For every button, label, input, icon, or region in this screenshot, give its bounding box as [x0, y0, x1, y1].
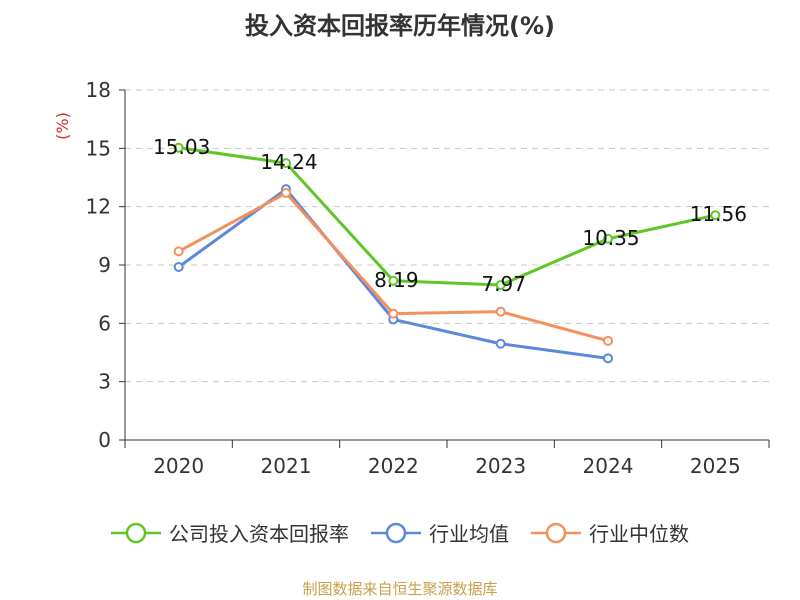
- series-2-point-2024[interactable]: [603, 335, 613, 346]
- grid-lines: [125, 89, 769, 383]
- legend-marker-industry-mean: [371, 522, 421, 543]
- series-2-point-2023[interactable]: [495, 306, 506, 317]
- y-tick-label-15: 15: [86, 136, 111, 160]
- legend-marker-company: [111, 522, 161, 543]
- series-1-point-2020[interactable]: [173, 261, 184, 272]
- legend-item-company[interactable]: 公司投入资本回报率: [111, 518, 349, 547]
- series-line-0: [178, 146, 716, 287]
- data-label-2024: 10.35: [582, 226, 639, 250]
- y-tick-label-9: 9: [98, 253, 111, 277]
- legend-label-company: 公司投入资本回报率: [169, 522, 349, 546]
- x-tick-label-2021: 2021: [261, 454, 312, 478]
- y-tick-label-0: 0: [98, 428, 111, 452]
- x-tick-label-2023: 2023: [475, 454, 526, 478]
- y-tick-label-18: 18: [86, 78, 111, 102]
- legend-label-industry-mean: 行业均值: [429, 522, 509, 546]
- series-1-point-2024[interactable]: [603, 353, 613, 364]
- series-0-point-2021[interactable]: [281, 158, 291, 169]
- legend-marker-industry-median: [531, 522, 581, 543]
- y-tick-label-6: 6: [98, 311, 111, 335]
- x-tick-label-2022: 2022: [368, 454, 419, 478]
- series-0-point-2025[interactable]: [710, 210, 721, 221]
- x-tick-label-2025: 2025: [690, 454, 741, 478]
- series-0-point-2020[interactable]: [173, 142, 184, 153]
- series-2-point-2020[interactable]: [173, 246, 184, 257]
- x-tick-label-2020: 2020: [153, 454, 204, 478]
- series-0: [173, 142, 721, 291]
- y-tick-label-12: 12: [86, 195, 111, 219]
- series-0-point-2023[interactable]: [495, 280, 506, 291]
- axes: 0 3 6 9 12 15 18 2020 2021 2022 2023 2024 2025: [86, 78, 770, 478]
- series-2: [173, 188, 613, 346]
- x-tick-label-2024: 2024: [583, 454, 634, 478]
- y-tick-label-3: 3: [98, 370, 111, 394]
- data-source: 制图数据来自恒生聚源数据库: [302, 580, 498, 598]
- legend-item-industry-mean[interactable]: 行业均值: [371, 518, 509, 547]
- legend-item-industry-median[interactable]: 行业中位数: [531, 518, 689, 547]
- data-label-2025: 11.56: [690, 202, 747, 226]
- data-label-2022: 8.19: [374, 268, 419, 292]
- series-1-point-2023[interactable]: [495, 338, 506, 349]
- series-layer: [173, 142, 721, 364]
- y-axis-label: (%): [53, 112, 72, 140]
- series-0-point-2022[interactable]: [388, 275, 399, 286]
- data-labels: 15.03 14.24 8.19 7.97 10.35 11.56: [153, 135, 747, 296]
- data-label-2023: 7.97: [481, 272, 526, 296]
- legend-label-industry-median: 行业中位数: [589, 522, 689, 546]
- legend: 公司投入资本回报率 行业均值 行业中位数: [0, 518, 800, 547]
- data-label-2021: 14.24: [260, 150, 317, 174]
- series-2-point-2021[interactable]: [281, 188, 291, 199]
- data-label-2020: 15.03: [153, 135, 210, 159]
- series-0-point-2024[interactable]: [603, 233, 613, 244]
- chart-title: 投入资本回报率历年情况(%): [245, 12, 555, 40]
- series-2-point-2022[interactable]: [388, 308, 399, 319]
